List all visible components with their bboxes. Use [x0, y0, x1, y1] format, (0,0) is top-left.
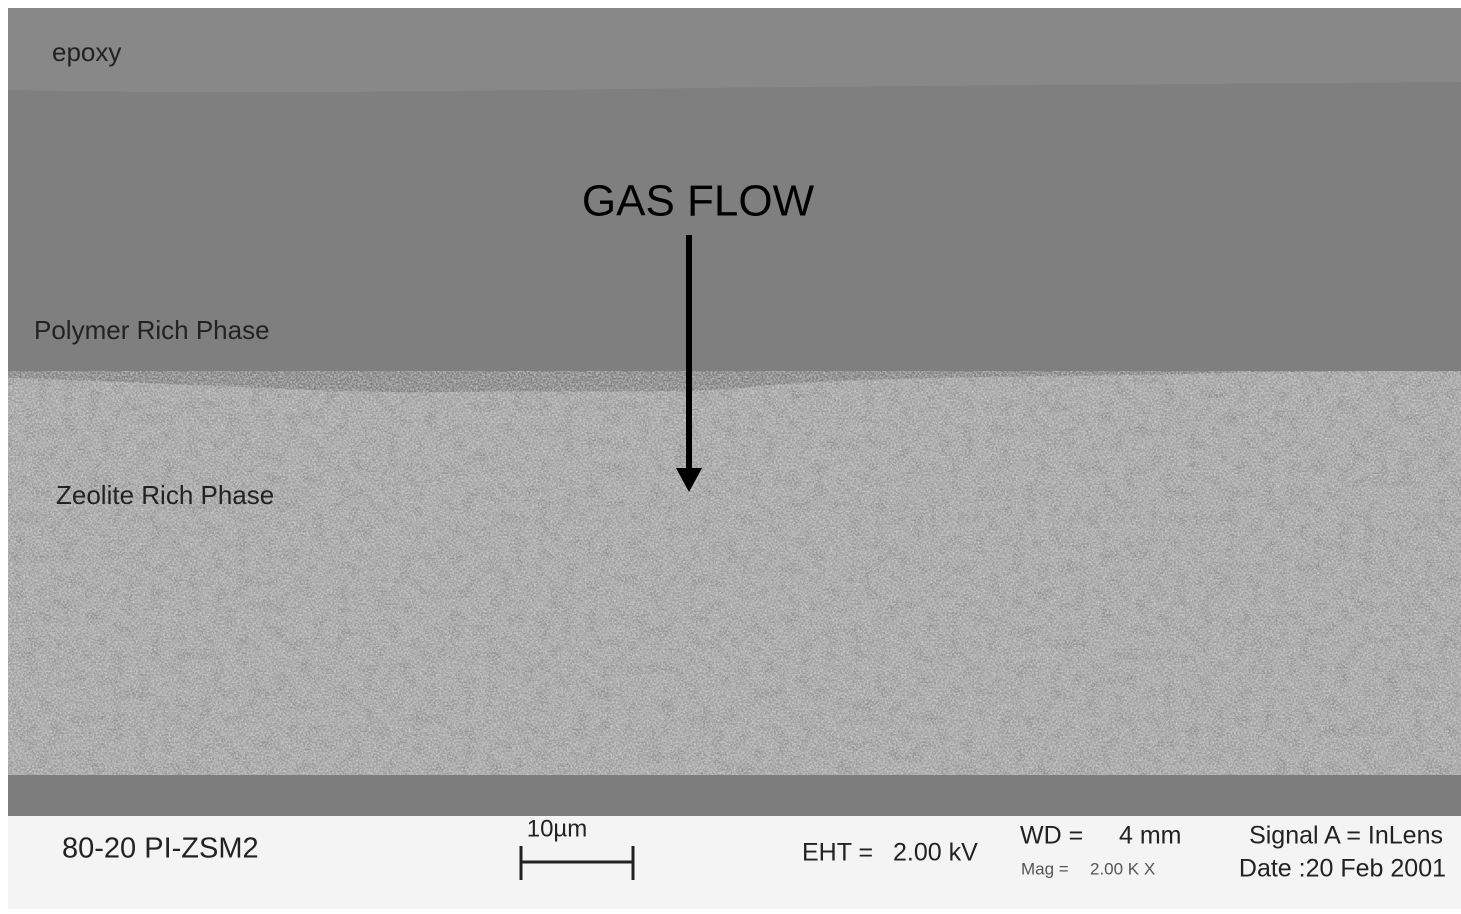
eht-label: EHT = — [802, 839, 873, 867]
mag-value: 2.00 K X — [1090, 859, 1155, 878]
date: Date :20 Feb 2001 — [1239, 855, 1446, 883]
wd-value: 4 mm — [1119, 822, 1182, 850]
mag-label: Mag = — [1021, 859, 1069, 878]
flow-arrow-head — [676, 468, 702, 492]
epoxy-layer — [8, 8, 1461, 93]
signal: Signal A = InLens — [1249, 822, 1443, 850]
label-polymer: Polymer Rich Phase — [34, 315, 270, 345]
label-gas-flow: GAS FLOW — [582, 177, 815, 226]
substrate-band — [8, 775, 1461, 815]
wd-label: WD = — [1020, 822, 1083, 850]
sample-id: 80-20 PI-ZSM2 — [62, 833, 259, 865]
label-epoxy: epoxy — [52, 37, 121, 67]
eht-value: 2.00 kV — [893, 839, 978, 867]
info-bar — [8, 816, 1461, 909]
zeolite-layer — [8, 371, 1461, 778]
scale-bar — [519, 846, 635, 880]
label-zeolite: Zeolite Rich Phase — [56, 480, 274, 510]
scale-bar-label: 10µm — [527, 815, 588, 842]
